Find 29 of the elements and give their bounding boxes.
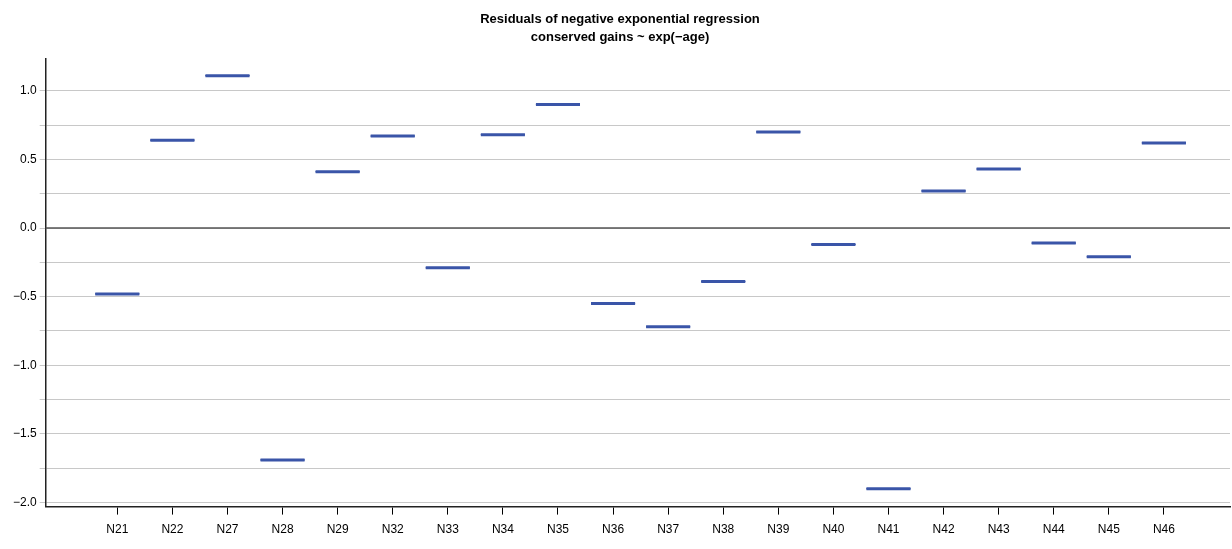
y-tick-label: −0.5 — [12, 288, 37, 303]
x-tick-label: N35 — [546, 522, 570, 537]
x-tick-label: N46 — [1152, 522, 1176, 537]
x-tick-label: N22 — [161, 522, 184, 537]
x-tick-label: N41 — [877, 522, 900, 537]
y-tick-label: −1.5 — [12, 426, 37, 441]
chart-subtitle: conserved gains ~ exp(−age) — [530, 28, 710, 44]
y-tick-label: −1.0 — [12, 357, 37, 372]
x-tick-label: N34 — [491, 522, 515, 537]
x-tick-label: N39 — [767, 522, 790, 537]
y-tick-label: 0.0 — [20, 220, 38, 235]
x-tick-label: N36 — [602, 522, 625, 537]
chart-title: Residuals of negative exponential regression — [480, 11, 760, 27]
y-tick-label: 1.0 — [20, 83, 38, 98]
x-tick-label: N21 — [106, 522, 129, 537]
x-tick-label: N43 — [987, 522, 1010, 537]
x-tick-label: N37 — [657, 522, 680, 537]
x-tick-label: N42 — [932, 522, 955, 537]
y-tick-label: −2.0 — [12, 494, 37, 509]
x-tick-label: N45 — [1097, 522, 1121, 537]
x-tick-label: N33 — [436, 522, 460, 537]
x-tick-label: N27 — [216, 522, 239, 537]
x-tick-label: N28 — [271, 522, 294, 537]
x-tick-label: N29 — [326, 522, 349, 537]
x-tick-label: N40 — [822, 522, 845, 537]
x-tick-label: N38 — [712, 522, 735, 537]
x-tick-label: N44 — [1042, 522, 1066, 537]
y-tick-label: 0.5 — [20, 151, 38, 166]
x-tick-label: N32 — [381, 522, 405, 537]
